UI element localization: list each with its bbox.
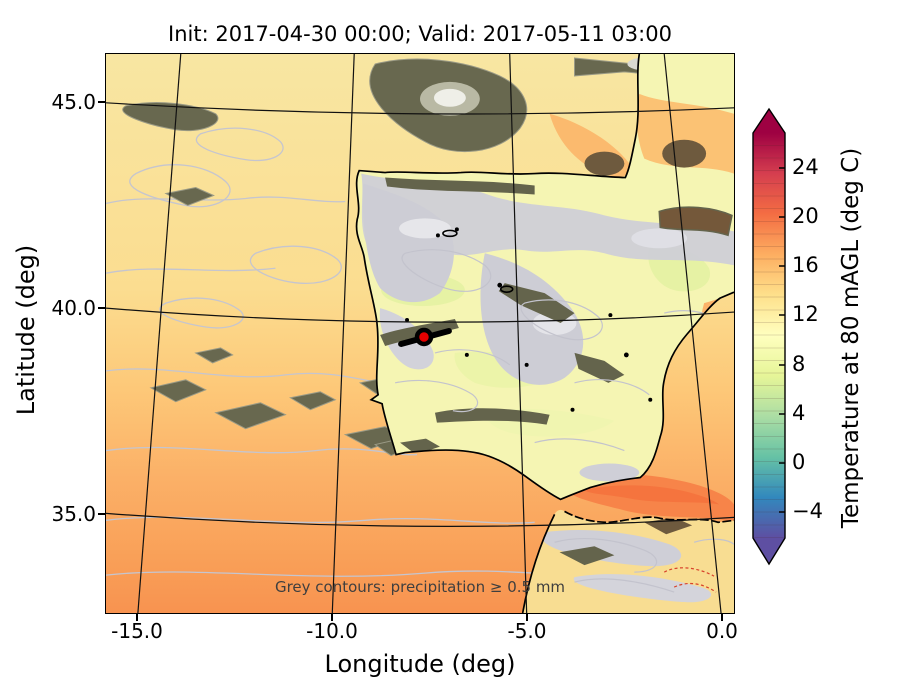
precipitation-note: Grey contours: precipitation ≥ 0.5 mm (274, 578, 566, 596)
x-tick (331, 614, 333, 621)
colorbar (752, 107, 786, 566)
colorbar-axis-label: Temperature at 80 mAGL (deg C) (838, 147, 864, 529)
plot-title: Init: 2017-04-30 00:00; Valid: 2017-05-1… (168, 22, 672, 46)
red-contours (663, 567, 717, 593)
colorbar-tick-label: 4 (792, 401, 806, 425)
x-tick-label: -15.0 (111, 619, 163, 643)
colorbar-tick-label: 16 (792, 253, 819, 277)
y-tick-label: 40.0 (51, 296, 96, 320)
y-tick (98, 513, 105, 515)
colorbar-ticks (779, 167, 785, 513)
colorbar-tick-label: 0 (792, 450, 806, 474)
graticule (106, 54, 734, 613)
y-axis-label: Latitude (deg) (12, 244, 40, 416)
x-tick-label: -5.0 (507, 619, 547, 643)
colorbar-tick-label: −4 (792, 499, 823, 523)
colorbar-extend-min-arrow (753, 538, 785, 564)
iberia-landmass (355, 54, 734, 501)
x-axis-label: Longitude (deg) (324, 650, 516, 678)
x-tick-label: 0.0 (706, 619, 738, 643)
africa-landmass (521, 509, 734, 613)
colorbar-tick-label: 8 (792, 352, 806, 376)
colorbar-tick-label: 24 (792, 155, 819, 179)
colorbar-extend-max-arrow (753, 109, 785, 133)
y-tick-label: 35.0 (51, 502, 96, 526)
colorbar-tick-label: 12 (792, 302, 819, 326)
site-marker (398, 327, 452, 347)
y-tick (98, 101, 105, 103)
map-plot-area: Grey contours: precipitation ≥ 0.5 mm (105, 53, 735, 614)
x-tick (526, 614, 528, 621)
x-tick-label: -10.0 (306, 619, 358, 643)
y-tick (98, 307, 105, 309)
coastline (355, 54, 734, 501)
x-tick (136, 614, 138, 621)
y-tick-label: 45.0 (51, 90, 96, 114)
temperature-map (106, 54, 734, 613)
x-tick (721, 614, 723, 621)
colorbar-tick-label: 20 (792, 204, 819, 228)
